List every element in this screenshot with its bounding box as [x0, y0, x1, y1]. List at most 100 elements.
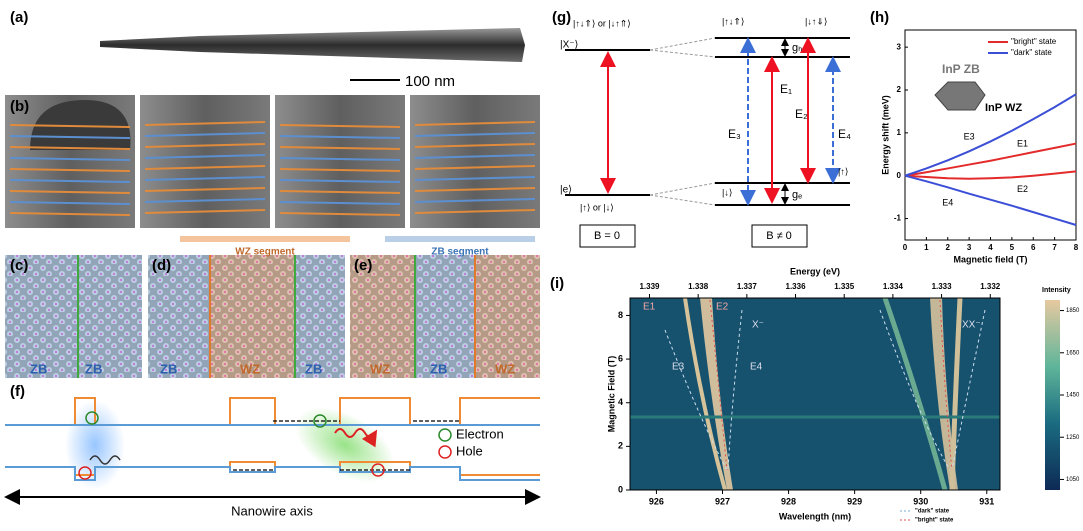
figure: (a)(b)(c)(d)(e)(f)(g)(h)(i)100 nmWZ segm…: [0, 0, 1083, 526]
y-tick-label: 6: [618, 353, 623, 363]
label: E₁: [780, 82, 792, 96]
legend-label: "bright" state: [1011, 37, 1057, 46]
legend-label: "dark" state: [915, 509, 950, 515]
label: E₂: [795, 107, 808, 121]
y-tick-label: 3: [897, 42, 902, 51]
x-tick-label: 2: [946, 243, 951, 252]
series-label: E3: [964, 132, 975, 142]
x-tick-label: 0: [903, 243, 908, 252]
x-tick-label: 4: [988, 243, 993, 252]
x-tick-label: 927: [715, 496, 730, 506]
x2-tick-label: 1.335: [834, 282, 855, 291]
line-label: E3: [672, 362, 685, 373]
label: WZ: [495, 361, 515, 376]
x-tick-label: 929: [847, 496, 862, 506]
label: Magnetic Field (T): [606, 356, 616, 433]
label: ZB: [160, 361, 177, 376]
label: |e⟩: [560, 185, 572, 196]
x-tick-label: 6: [1031, 243, 1036, 252]
label: 100 nm: [405, 73, 455, 90]
line-label: X⁻: [752, 320, 764, 331]
x-tick-label: 926: [649, 496, 664, 506]
line-label: XX⁻: [962, 320, 981, 331]
label: Magnetic field (T): [954, 254, 1028, 264]
y-tick-label: 0: [618, 484, 623, 494]
x-tick-label: 3: [967, 243, 972, 252]
label: |↑⟩: [838, 166, 848, 176]
label: Nanowire axis: [231, 503, 313, 518]
label: Energy (eV): [790, 266, 840, 276]
tem-images: [5, 95, 540, 228]
label: ZB: [30, 361, 47, 376]
label: B ≠ 0: [766, 230, 792, 242]
x-tick-label: 1: [924, 243, 929, 252]
y-tick-label: 0: [897, 171, 902, 180]
y-tick-label: 1: [897, 128, 902, 137]
label: E₄: [838, 127, 851, 141]
label: gₕ: [792, 42, 803, 54]
line-label: E2: [716, 302, 729, 313]
colorbar-tick-label: 1650: [1066, 350, 1080, 356]
series-label: E2: [1017, 184, 1028, 194]
y-tick-label: 2: [897, 85, 902, 94]
y-tick-label: 8: [618, 310, 623, 320]
label: Wavelength (nm): [779, 511, 851, 521]
x2-tick-label: 1.332: [980, 282, 1001, 291]
x2-tick-label: 1.333: [932, 282, 953, 291]
panel-label: (i): [550, 275, 564, 292]
x2-tick-label: 1.337: [737, 282, 758, 291]
line-label: E4: [750, 362, 763, 373]
panel-label: (a): [10, 9, 28, 26]
x2-tick-label: 1.334: [883, 282, 904, 291]
label: |X⁻⟩: [560, 40, 579, 51]
x2-tick-label: 1.336: [786, 282, 807, 291]
series-line: [905, 176, 1076, 225]
atomic-images: [5, 255, 540, 378]
colorbar-tick-label: 1450: [1066, 393, 1080, 399]
label: ZB: [305, 361, 322, 376]
label: |↑↓⇑⟩: [722, 16, 744, 26]
inset-label: InP WZ: [985, 102, 1022, 114]
hexagon-inset: [935, 82, 985, 110]
panel-label: (e): [354, 257, 372, 274]
x-tick-label: 928: [781, 496, 796, 506]
label: E₃: [728, 127, 741, 141]
panel-label: (h): [870, 9, 889, 26]
x-tick-label: 7: [1052, 243, 1057, 252]
panel-label: (f): [10, 383, 25, 400]
colorbar-tick-label: 1250: [1066, 435, 1080, 441]
label: Electron: [456, 426, 504, 441]
x-tick-label: 5: [1010, 243, 1015, 252]
heatmap: [630, 298, 1060, 490]
inset-label: InP ZB: [942, 62, 980, 76]
x-tick-label: 931: [979, 496, 994, 506]
energy-levels: [565, 38, 850, 247]
y-tick-label: -1: [894, 214, 902, 223]
label: WZ: [240, 361, 260, 376]
series-line: [905, 144, 1076, 176]
label: Hole: [456, 443, 483, 458]
y-tick-label: 2: [618, 441, 623, 451]
x2-tick-label: 1.339: [639, 282, 660, 291]
nanowire-image: [100, 28, 525, 62]
panel-label: (g): [552, 9, 571, 26]
label: ZB segment: [431, 247, 489, 258]
label: ZB: [430, 361, 447, 376]
label: WZ segment: [235, 247, 295, 258]
y-tick-label: 4: [618, 397, 623, 407]
x-tick-label: 930: [913, 496, 928, 506]
label: |↓↑⇓⟩: [805, 16, 827, 26]
label: gₑ: [792, 189, 802, 201]
colorbar-tick-label: 1850: [1066, 308, 1080, 314]
line-label: E1: [643, 302, 656, 313]
legend-label: "bright" state: [915, 518, 954, 524]
label: B = 0: [594, 230, 620, 242]
x2-tick-label: 1.338: [688, 282, 709, 291]
label: |↑↓⇑⟩ or |↓↑⇑⟩: [573, 18, 631, 28]
wz-legend-swatch: [180, 236, 350, 242]
panel-label: (d): [152, 257, 171, 274]
panel-label: (c): [10, 257, 28, 274]
label: Energy shift (meV): [880, 95, 890, 175]
x-tick-label: 8: [1074, 243, 1079, 252]
series-label: E1: [1017, 139, 1028, 149]
